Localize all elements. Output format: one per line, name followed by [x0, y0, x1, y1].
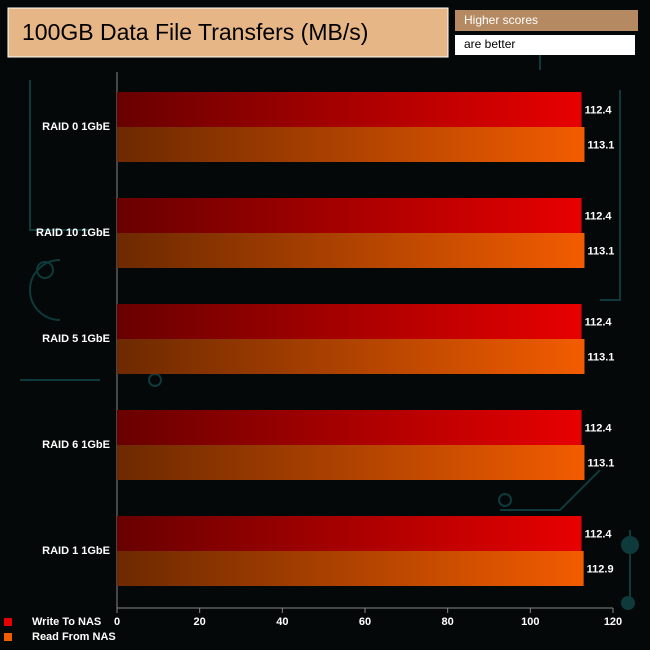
annotation: are better: [464, 37, 515, 51]
y-tick-label: RAID 0 1GbE: [42, 121, 110, 133]
bar-shade: [117, 410, 582, 445]
x-tick-label: 20: [194, 616, 206, 628]
value-label: 112.9: [587, 563, 614, 575]
value-label: 113.1: [587, 457, 614, 469]
bar-shade: [117, 198, 582, 233]
note-box: [455, 10, 638, 31]
value-label: 112.4: [585, 104, 613, 116]
legend-label: Read From NAS: [32, 631, 116, 643]
legend-swatch: [4, 633, 12, 641]
bar-shade: [117, 551, 584, 586]
bar-shade: [117, 127, 585, 162]
y-tick-label: RAID 6 1GbE: [42, 439, 110, 451]
title-box: [7, 7, 449, 58]
y-tick-label: RAID 10 1GbE: [36, 227, 110, 239]
bar-shade: [117, 516, 582, 551]
y-tick-label: RAID 1 1GbE: [42, 545, 110, 557]
value-label: 113.1: [587, 245, 614, 257]
x-tick-label: 100: [521, 616, 539, 628]
x-tick-label: 0: [114, 616, 120, 628]
value-label: 112.4: [585, 528, 613, 540]
value-label: 112.4: [585, 316, 613, 328]
value-label: 113.1: [587, 351, 614, 363]
bar-shade: [117, 304, 582, 339]
x-tick-label: 80: [442, 616, 454, 628]
bar-shade: [117, 339, 585, 374]
bar-shade: [117, 92, 582, 127]
value-label: 113.1: [587, 139, 614, 151]
value-label: 112.4: [585, 210, 613, 222]
x-tick-label: 40: [276, 616, 288, 628]
chart-title: 100GB Data File Transfers (MB/s): [22, 19, 368, 45]
x-tick-label: 60: [359, 616, 371, 628]
x-tick-label: 120: [604, 616, 622, 628]
bar-shade: [117, 233, 585, 268]
bar-shade: [117, 445, 585, 480]
legend-swatch: [4, 618, 12, 626]
y-tick-label: RAID 5 1GbE: [42, 333, 110, 345]
annotation: Higher scores: [464, 13, 538, 27]
note-box: [455, 35, 635, 55]
legend-label: Write To NAS: [32, 616, 101, 628]
value-label: 112.4: [585, 422, 613, 434]
